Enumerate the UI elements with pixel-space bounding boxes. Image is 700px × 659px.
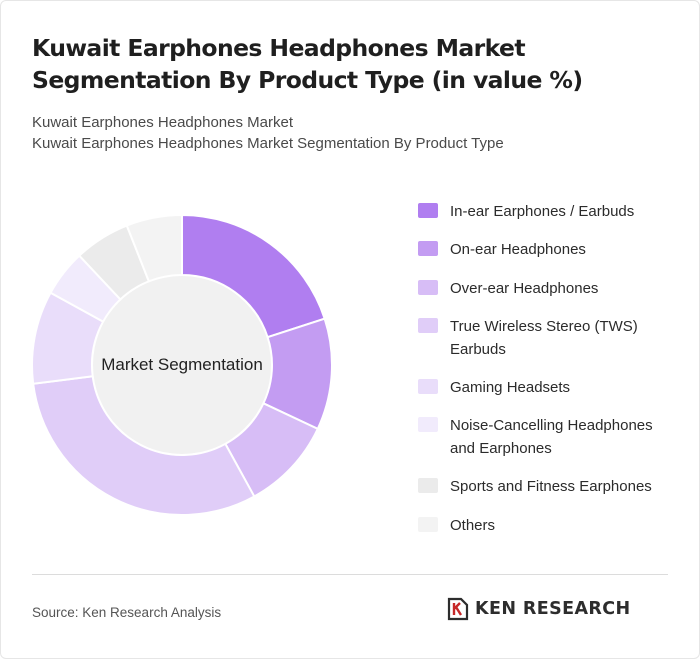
legend-item[interactable]: On-ear Headphones (418, 238, 688, 261)
chart-subtitle-market: Kuwait Earphones Headphones Market (32, 114, 293, 131)
legend-label: Others (450, 517, 496, 534)
ken-research-logo-text: KEN RESEARCH (475, 599, 631, 619)
legend-item[interactable]: Over-ear Headphones (418, 277, 688, 300)
legend-label: Noise-Cancelling Headphones and Earphone… (450, 417, 653, 457)
source-note: Source: Ken Research Analysis (32, 605, 222, 620)
legend-item[interactable]: Sports and Fitness Earphones (418, 475, 688, 498)
donut-slice-8[interactable] (125, 215, 183, 283)
donut-chart (32, 215, 332, 515)
legend-label: Sports and Fitness Earphones (450, 478, 652, 495)
chart-subtitle-segmentation: Kuwait Earphones Headphones Market Segme… (32, 135, 504, 152)
donut-center (93, 276, 271, 454)
legend-swatch (418, 517, 438, 532)
legend-swatch (418, 280, 438, 295)
legend-label: On-ear Headphones (450, 241, 586, 258)
legend-swatch (418, 203, 438, 218)
legend-item[interactable]: True Wireless Stereo (TWS) Earbuds (418, 315, 688, 361)
donut-slice-4[interactable] (32, 375, 256, 515)
legend-label: Over-ear Headphones (450, 280, 599, 297)
legend-label: In-ear Earphones / Earbuds (450, 203, 635, 220)
legend-item[interactable]: Others (418, 514, 688, 537)
legend-swatch (418, 379, 438, 394)
ken-research-logo-icon (447, 597, 469, 621)
ken-research-logo: KEN RESEARCH (447, 597, 631, 621)
legend-swatch (418, 417, 438, 432)
legend-item[interactable]: In-ear Earphones / Earbuds (418, 200, 688, 223)
donut-chart-svg (32, 215, 332, 515)
legend-swatch (418, 241, 438, 256)
footer-divider (32, 574, 668, 575)
legend-swatch (418, 318, 438, 333)
legend-label: True Wireless Stereo (TWS) Earbuds (450, 318, 638, 358)
legend-swatch (418, 478, 438, 493)
legend-item[interactable]: Gaming Headsets (418, 376, 688, 399)
chart-title: Kuwait Earphones Headphones Market Segme… (32, 34, 583, 94)
legend-item[interactable]: Noise-Cancelling Headphones and Earphone… (418, 414, 688, 460)
legend-label: Gaming Headsets (450, 379, 571, 396)
